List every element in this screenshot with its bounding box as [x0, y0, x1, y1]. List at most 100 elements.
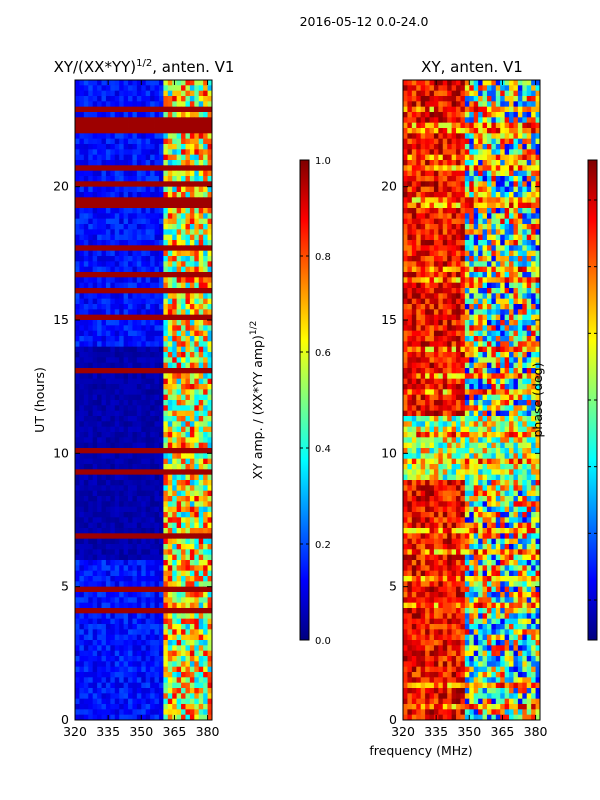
heatmap-cell	[526, 80, 532, 86]
heatmap-cell	[88, 576, 94, 582]
heatmap-cell	[167, 613, 173, 620]
heatmap-cell	[119, 490, 125, 497]
heatmap-cell	[110, 544, 116, 550]
heatmap-cell	[447, 101, 453, 108]
heatmap-cell	[83, 320, 89, 326]
heatmap-cell	[75, 266, 80, 273]
heatmap-cell	[433, 186, 439, 193]
heatmap-cell	[207, 362, 213, 369]
heatmap-cell	[75, 218, 80, 225]
heatmap-cell	[114, 256, 120, 262]
heatmap-cell	[469, 165, 475, 172]
heatmap-cell	[141, 389, 147, 396]
heatmap-cell	[92, 80, 98, 86]
heatmap-cell	[114, 298, 120, 305]
heatmap-cell	[88, 544, 94, 550]
heatmap-cell	[119, 442, 125, 449]
heatmap-cell	[128, 693, 133, 700]
heatmap-cell	[522, 112, 528, 118]
heatmap-cell	[207, 437, 213, 444]
heatmap-cell	[119, 394, 125, 401]
heatmap-cell	[203, 325, 208, 332]
heatmap-cell	[469, 256, 475, 262]
heatmap-cell	[198, 304, 204, 310]
heatmap-cell	[75, 426, 80, 433]
heatmap-cell	[163, 474, 169, 481]
heatmap-cell	[105, 570, 111, 577]
heatmap-cell	[97, 256, 102, 262]
heatmap-cell	[154, 608, 160, 614]
heatmap-cell	[167, 522, 173, 529]
heatmap-cell	[123, 266, 129, 273]
heatmap-cell	[114, 688, 120, 694]
heatmap-cell	[176, 298, 182, 305]
heatmap-cell	[97, 469, 102, 476]
heatmap-cell	[513, 218, 519, 225]
heatmap-cell	[163, 661, 169, 668]
heatmap-cell	[411, 85, 417, 92]
heatmap-cell	[128, 336, 133, 342]
heatmap-cell	[114, 240, 120, 246]
heatmap-cell	[473, 96, 479, 102]
heatmap-cell	[425, 293, 430, 300]
heatmap-cell	[411, 240, 417, 246]
heatmap-cell	[189, 336, 195, 342]
heatmap-cell	[403, 181, 408, 188]
heatmap-cell	[141, 469, 147, 476]
heatmap-cell	[482, 138, 488, 145]
heatmap-cell	[500, 85, 506, 92]
heatmap-cell	[128, 560, 133, 566]
heatmap-cell	[181, 618, 186, 625]
heatmap-cell	[509, 165, 514, 172]
heatmap-cell	[101, 565, 107, 572]
heatmap-cell	[531, 256, 536, 262]
heatmap-cell	[145, 714, 151, 721]
heatmap-cell	[123, 224, 129, 230]
heatmap-cell	[141, 522, 147, 529]
heatmap-cell	[163, 714, 169, 721]
heatmap-cell	[145, 522, 151, 529]
heatmap-cell	[456, 101, 461, 108]
heatmap-cell	[535, 234, 541, 241]
heatmap-cell	[517, 80, 523, 86]
heatmap-cell	[504, 80, 510, 86]
heatmap-cell	[416, 224, 422, 230]
heatmap-cell	[110, 672, 116, 678]
heatmap-cell	[473, 197, 479, 204]
heatmap-cell	[154, 138, 160, 145]
heatmap-cell	[97, 485, 102, 492]
heatmap-cell	[158, 581, 164, 588]
heatmap-cell	[469, 138, 475, 145]
heatmap-cell	[97, 170, 102, 177]
heatmap-cell	[105, 266, 111, 273]
heatmap-cell	[185, 474, 191, 481]
heatmap-cell	[189, 144, 195, 150]
heatmap-cell	[167, 80, 173, 86]
heatmap-cell	[189, 464, 195, 470]
heatmap-cell	[83, 325, 89, 332]
heatmap-cell	[101, 149, 107, 156]
heatmap-cell	[83, 117, 89, 124]
heatmap-cell	[114, 133, 120, 140]
heatmap-cell	[110, 325, 116, 332]
heatmap-cell	[207, 320, 213, 326]
heatmap-cell	[163, 208, 169, 214]
heatmap-cell	[97, 101, 102, 108]
heatmap-cell	[429, 176, 435, 182]
heatmap-cell	[88, 464, 94, 470]
heatmap-cell	[123, 304, 129, 310]
heatmap-cell	[132, 469, 138, 476]
heatmap-cell	[447, 218, 453, 225]
heatmap-cell	[110, 197, 116, 204]
heatmap-cell	[79, 293, 85, 300]
heatmap-cell	[203, 85, 208, 92]
heatmap-cell	[464, 197, 470, 204]
heatmap-cell	[207, 304, 213, 310]
heatmap-cell	[97, 506, 102, 513]
heatmap-cell	[97, 442, 102, 449]
heatmap-cell	[460, 122, 466, 129]
heatmap-cell	[97, 293, 102, 300]
heatmap-cell	[136, 618, 142, 625]
heatmap-cell	[442, 165, 448, 172]
heatmap-cell	[105, 250, 111, 257]
